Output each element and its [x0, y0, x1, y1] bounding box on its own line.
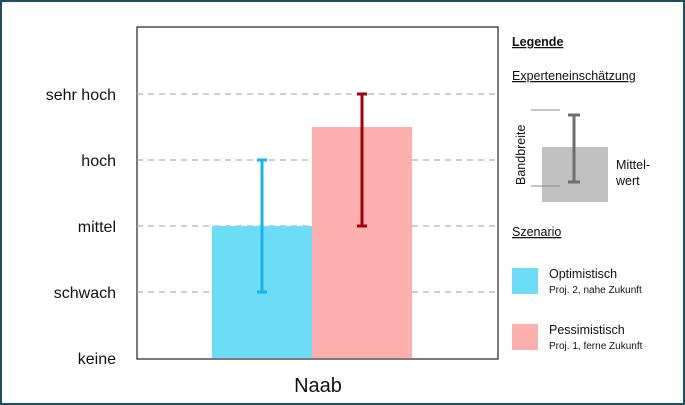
- legend-swatch-pessimistic: [512, 324, 538, 350]
- legend-optimistic-label: Optimistisch: [549, 267, 617, 281]
- y-tick-label: mittel: [78, 219, 116, 236]
- legend-estimate-example: Bandbreite Mittel- wert: [514, 109, 650, 202]
- legend-swatch-optimistic: [512, 268, 538, 294]
- y-tick-label: schwach: [54, 285, 116, 302]
- y-tick-label: sehr hoch: [46, 87, 116, 104]
- legend-scenario-title: Szenario: [512, 225, 561, 239]
- legend: Legende Experteneinschätzung Bandbreite …: [512, 35, 650, 352]
- y-tick-labels: keine schwach mittel hoch sehr hoch: [46, 87, 116, 368]
- legend-pessimistic-sub: Proj. 1, ferne Zukunft: [549, 341, 643, 352]
- y-tick-label: keine: [78, 351, 116, 368]
- legend-mean-label-1: Mittel-: [616, 158, 650, 172]
- legend-optimistic-sub: Proj. 2, nahe Zukunft: [549, 285, 642, 296]
- legend-range-label: Bandbreite: [514, 124, 528, 185]
- x-category-label: Naab: [294, 375, 342, 397]
- legend-title: Legende: [512, 35, 563, 49]
- range-bars: [257, 92, 367, 294]
- y-tick-label: hoch: [81, 153, 116, 170]
- legend-estimate-title: Experteneinschätzung: [512, 69, 636, 83]
- legend-pessimistic-label: Pessimistisch: [549, 323, 625, 337]
- legend-mean-label-2: wert: [615, 174, 640, 188]
